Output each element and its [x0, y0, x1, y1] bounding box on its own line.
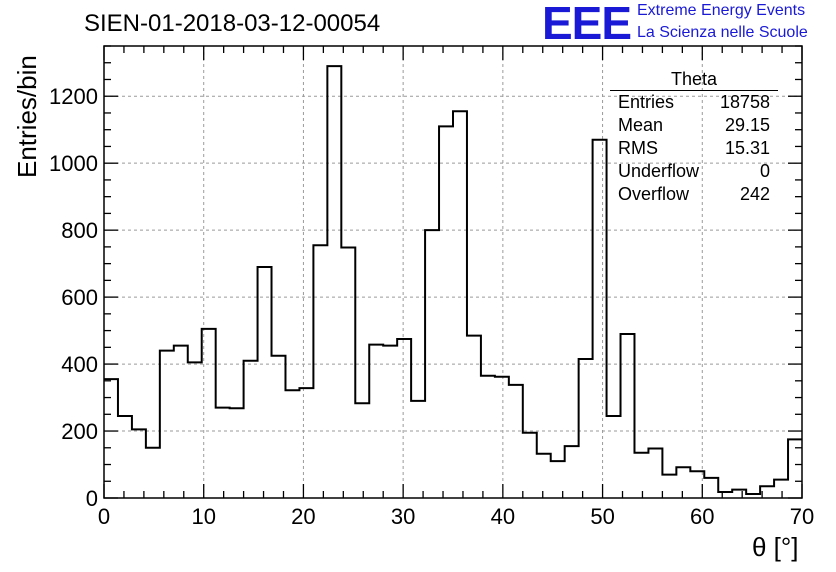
eee-logo: EEE — [542, 0, 632, 49]
histogram-bin — [732, 490, 746, 498]
histogram-bin — [565, 446, 579, 498]
histogram-bin — [481, 376, 495, 498]
histogram-bin — [593, 140, 607, 498]
histogram-bin — [579, 359, 593, 498]
histogram-bin — [551, 461, 565, 498]
stats-value: 242 — [739, 184, 770, 204]
histogram-bin — [216, 408, 230, 498]
stats-label: Underflow — [618, 161, 700, 181]
histogram-bin — [132, 429, 146, 498]
stats-title: Theta — [610, 68, 778, 91]
histogram-bin — [341, 248, 355, 498]
x-tick-label: 0 — [98, 504, 110, 529]
tick-labels: 0 10 20 30 40 50 60 70 0 200 400 600 800 1000 1200 — [49, 84, 814, 529]
histogram-bin — [104, 379, 118, 498]
histogram-bin — [313, 245, 327, 498]
y-tick-label: 0 — [86, 486, 98, 511]
axes — [103, 45, 803, 499]
histogram-bin — [439, 126, 453, 498]
histogram-bin — [704, 478, 718, 498]
y-tick-label: 800 — [61, 218, 98, 243]
grid — [104, 46, 802, 498]
histogram-bin — [146, 448, 160, 498]
y-tick-label: 1000 — [49, 151, 98, 176]
x-tick-label: 20 — [291, 504, 315, 529]
histogram-bin — [648, 448, 662, 498]
histogram-bin — [676, 467, 690, 498]
y-tick-label: 1200 — [49, 84, 98, 109]
stats-value: 18758 — [719, 92, 770, 112]
x-tick-label: 60 — [690, 504, 714, 529]
histogram-bin — [160, 351, 174, 498]
histogram-bin — [244, 361, 258, 498]
logo-line-2: La Scienza nelle Scuole — [637, 24, 808, 41]
stats-label: RMS — [618, 138, 658, 158]
histogram-bin — [788, 439, 802, 498]
histogram-bin — [607, 416, 621, 498]
histogram-bin — [174, 346, 188, 498]
histogram-bin — [118, 416, 132, 498]
histogram-bin — [383, 346, 397, 498]
x-tick-label: 40 — [491, 504, 515, 529]
stats-row-rms: RMS 15.31 — [610, 137, 778, 160]
histogram-line — [104, 65, 802, 495]
stats-row-mean: Mean 29.15 — [610, 114, 778, 137]
histogram-bin — [202, 329, 216, 498]
histogram-bin — [258, 267, 272, 498]
stats-value: 0 — [759, 161, 770, 181]
plot-frame — [103, 45, 803, 499]
logo-line-1: Extreme Energy Events — [637, 2, 806, 19]
plot-title: SIEN-01-2018-03-12-00054 — [84, 10, 381, 37]
stats-label: Overflow — [618, 184, 690, 204]
histogram-bin — [355, 403, 369, 498]
histogram-bin — [621, 334, 635, 498]
stats-label: Mean — [618, 115, 664, 135]
histogram-bin — [411, 401, 425, 498]
histogram-bin — [537, 454, 551, 498]
histogram-bin — [230, 408, 244, 498]
x-tick-label: 10 — [191, 504, 215, 529]
stats-row-entries: Entries 18758 — [610, 91, 778, 114]
histogram-bin — [718, 492, 732, 498]
histogram-bin — [327, 66, 341, 498]
y-tick-label: 400 — [61, 352, 98, 377]
x-tick-label: 30 — [391, 504, 415, 529]
stats-row-overflow: Overflow 242 — [610, 183, 778, 206]
histogram-bin — [495, 377, 509, 498]
stats-row-underflow: Underflow 0 — [610, 160, 778, 183]
histogram-bin — [397, 339, 411, 498]
x-tick-label: 70 — [790, 504, 814, 529]
x-axis-label: θ [°] — [752, 532, 799, 562]
histogram-bin — [509, 385, 523, 498]
histogram-bin — [188, 362, 202, 498]
histogram-bin — [760, 486, 774, 498]
stats-value: 29.15 — [724, 115, 770, 135]
histogram-bin — [690, 471, 704, 498]
histogram-bin — [746, 494, 760, 498]
histogram-bin — [299, 388, 313, 498]
histogram-bin — [369, 345, 383, 498]
y-tick-label: 200 — [61, 419, 98, 444]
histogram-bin — [467, 336, 481, 498]
histogram-bin — [285, 390, 299, 498]
stats-value: 15.31 — [724, 138, 770, 158]
stats-label: Entries — [618, 92, 675, 112]
histogram-bin — [425, 230, 439, 498]
x-tick-label: 50 — [590, 504, 614, 529]
histogram-bin — [774, 480, 788, 498]
histogram-bin — [662, 475, 676, 498]
histogram-bin — [523, 433, 537, 498]
stats-box: Theta Entries 18758 Mean 29.15 RMS 15.31… — [610, 68, 778, 206]
histogram-bin — [634, 453, 648, 498]
histogram-bin — [272, 356, 286, 498]
histogram-bin — [453, 111, 467, 498]
y-tick-label: 600 — [61, 285, 98, 310]
